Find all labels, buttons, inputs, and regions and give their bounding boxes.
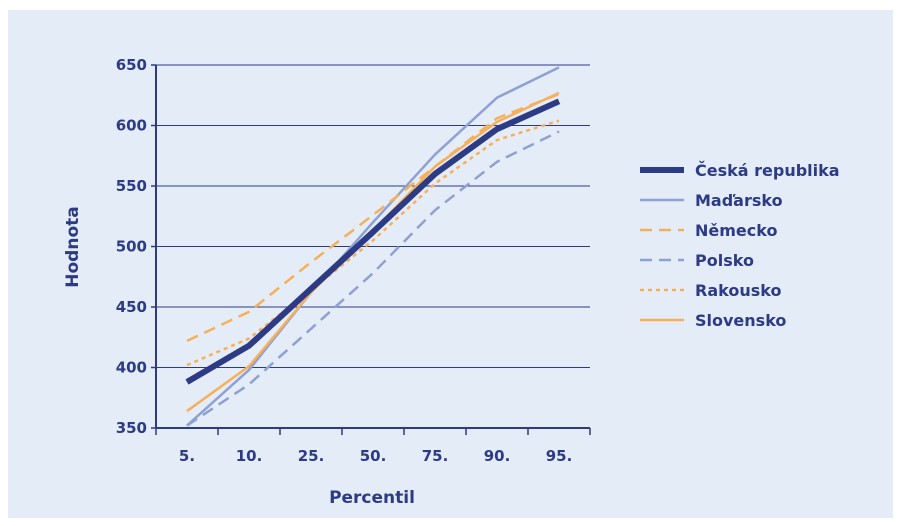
- y-tick-label-350: 350: [116, 419, 147, 437]
- y-axis-title: Hodnota: [63, 206, 83, 287]
- y-tick-label-600: 600: [116, 117, 147, 135]
- grid: [156, 64, 590, 368]
- legend-label-2: Maďarsko: [695, 191, 783, 210]
- x-tick-label-6: 90.: [484, 447, 511, 465]
- x-tick-label-4: 50.: [360, 447, 387, 465]
- series-line-4: [186, 130, 560, 427]
- legend-label-5: Rakousko: [695, 281, 781, 300]
- y-tick-labels: 350 400 450 500 550 600 650: [116, 56, 147, 437]
- x-tick-label-5: 75.: [422, 447, 449, 465]
- legend-label-3: Německo: [695, 221, 777, 240]
- series-lines: [185, 66, 561, 427]
- legend-label-1: Česká republika: [695, 161, 840, 180]
- x-tick-label-1: 5.: [179, 447, 195, 465]
- x-tick-label-7: 95.: [546, 447, 573, 465]
- legend-label-6: Slovensko: [695, 311, 786, 330]
- y-tick-label-500: 500: [116, 238, 147, 256]
- series-line-5: [186, 119, 560, 367]
- y-tick-label-400: 400: [116, 359, 147, 377]
- series-line-3: [186, 92, 560, 343]
- series-line-2: [186, 66, 560, 427]
- x-tick-labels: 5. 10. 25. 50. 75. 90. 95.: [179, 447, 572, 465]
- legend-label-4: Polsko: [695, 251, 754, 270]
- x-tick-label-2: 10.: [236, 447, 263, 465]
- series-line-1: [185, 98, 561, 385]
- legend: Česká republika Maďarsko Německo Polsko Rako…: [640, 161, 840, 330]
- y-tick-label-650: 650: [116, 56, 147, 74]
- series-line-6: [186, 91, 560, 413]
- axes: [151, 64, 591, 435]
- y-tick-label-550: 550: [116, 177, 147, 195]
- x-tick-label-3: 25.: [298, 447, 325, 465]
- x-axis-title: Percentil: [329, 488, 415, 508]
- y-tick-label-450: 450: [116, 298, 147, 316]
